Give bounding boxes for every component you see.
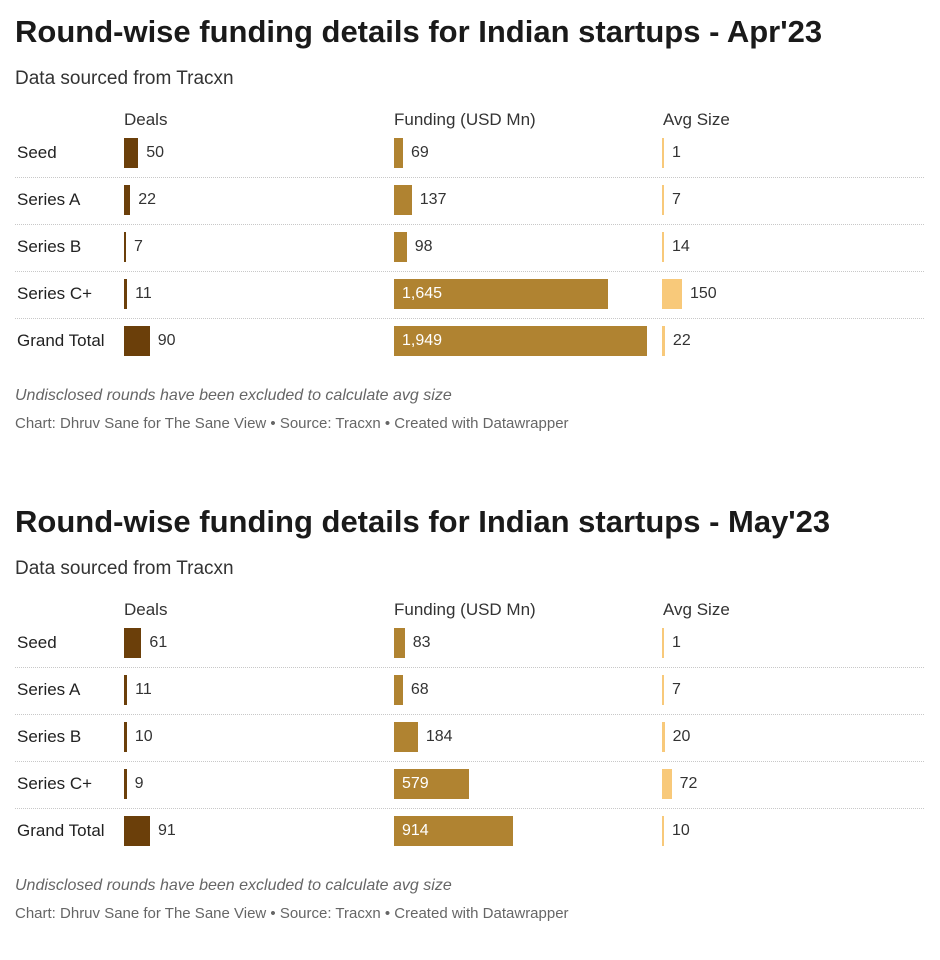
row-label: Series B	[17, 237, 82, 256]
chart-note: Undisclosed rounds have been excluded to…	[15, 877, 452, 894]
column-header-funding: Funding (USD Mn)	[394, 600, 536, 619]
avg-size-bar	[662, 675, 664, 705]
deals-value-label: 50	[146, 144, 165, 161]
avg-size-bar	[662, 628, 664, 658]
row-label: Series C+	[17, 284, 93, 303]
funding-value-label: 83	[412, 634, 431, 651]
avg-size-bar	[662, 232, 664, 262]
funding-bar	[394, 232, 407, 262]
deals-value-label: 7	[134, 238, 143, 255]
deals-value-label: 11	[135, 681, 152, 698]
avg-size-value-label: 1	[672, 144, 681, 161]
funding-bar	[394, 628, 405, 658]
deals-value-label: 91	[158, 822, 176, 839]
avg-size-value-label: 7	[672, 681, 681, 698]
chart-note: Undisclosed rounds have been excluded to…	[15, 387, 452, 404]
funding-bar	[394, 138, 403, 168]
funding-value-label: 1,645	[402, 285, 443, 302]
row-separator	[15, 224, 924, 225]
chart-title: Round-wise funding details for Indian st…	[15, 14, 823, 49]
avg-size-value-label: 7	[672, 191, 681, 208]
avg-size-value-label: 22	[672, 332, 691, 349]
column-header-deals: Deals	[124, 110, 168, 129]
avg-size-bar	[662, 185, 664, 215]
chart-title: Round-wise funding details for Indian st…	[15, 504, 831, 539]
funding-value-label: 98	[414, 238, 433, 255]
deals-bar	[124, 675, 128, 705]
deals-value-label: 90	[157, 332, 176, 349]
row-label: Series B	[17, 727, 82, 746]
funding-bar	[394, 675, 403, 705]
deals-bar	[124, 279, 128, 309]
row-separator	[15, 667, 924, 668]
row-separator	[15, 761, 924, 762]
chart-credit: Chart: Dhruv Sane for The Sane View • So…	[15, 415, 569, 432]
row-separator	[15, 318, 924, 319]
row-label: Grand Total	[17, 331, 105, 350]
funding-value-label: 184	[425, 728, 453, 745]
chart-credit: Chart: Dhruv Sane for The Sane View • So…	[15, 905, 569, 922]
deals-value-label: 11	[135, 285, 152, 302]
funding-bar	[394, 769, 470, 799]
row-separator	[15, 808, 924, 809]
row-label: Series C+	[17, 774, 93, 793]
deals-value-label: 9	[134, 775, 144, 792]
avg-size-bar	[662, 722, 665, 752]
deals-bar	[124, 628, 142, 658]
avg-size-bar	[662, 279, 682, 309]
deals-bar	[124, 326, 150, 356]
column-header-avg-size: Avg Size	[663, 600, 730, 619]
funding-bar	[394, 185, 412, 215]
funding-bar	[394, 279, 608, 309]
column-header-avg-size: Avg Size	[663, 110, 730, 129]
row-label: Series A	[17, 680, 81, 699]
deals-bar	[124, 185, 131, 215]
avg-size-bar	[662, 816, 664, 846]
row-separator	[15, 271, 924, 272]
row-label: Seed	[17, 143, 57, 162]
avg-size-value-label: 10	[672, 822, 690, 839]
funding-bar	[394, 816, 513, 846]
row-label: Seed	[17, 633, 57, 652]
funding-value-label: 69	[410, 144, 429, 161]
avg-size-value-label: 1	[672, 634, 681, 651]
funding-value-label: 914	[402, 822, 429, 839]
deals-bar	[124, 232, 126, 262]
deals-bar	[124, 816, 150, 846]
avg-size-value-label: 14	[672, 238, 690, 255]
chart-subtitle: Data sourced from Tracxn	[15, 558, 234, 579]
avg-size-value-label: 150	[690, 285, 717, 302]
deals-bar	[124, 138, 139, 168]
row-label: Series A	[17, 190, 81, 209]
funding-bar	[394, 722, 418, 752]
funding-bar	[394, 326, 647, 356]
funding-value-label: 1,949	[402, 332, 443, 349]
avg-size-bar	[662, 326, 665, 356]
column-header-deals: Deals	[124, 600, 168, 619]
deals-bar	[124, 769, 127, 799]
row-separator	[15, 177, 924, 178]
row-label: Grand Total	[17, 821, 105, 840]
avg-size-bar	[662, 138, 664, 168]
funding-value-label: 579	[402, 775, 429, 792]
chart-may23: Round-wise funding details for Indian st…	[0, 490, 940, 960]
row-separator	[15, 714, 924, 715]
avg-size-value-label: 20	[672, 728, 691, 745]
chart-subtitle: Data sourced from Tracxn	[15, 68, 234, 89]
funding-value-label: 137	[419, 191, 447, 208]
avg-size-bar	[662, 769, 672, 799]
deals-value-label: 22	[138, 191, 157, 208]
column-header-funding: Funding (USD Mn)	[394, 110, 536, 129]
chart-apr23: Round-wise funding details for Indian st…	[0, 0, 940, 470]
deals-value-label: 61	[149, 634, 168, 651]
avg-size-value-label: 72	[679, 775, 698, 792]
deals-bar	[124, 722, 127, 752]
funding-value-label: 68	[410, 681, 429, 698]
deals-value-label: 10	[134, 728, 153, 745]
